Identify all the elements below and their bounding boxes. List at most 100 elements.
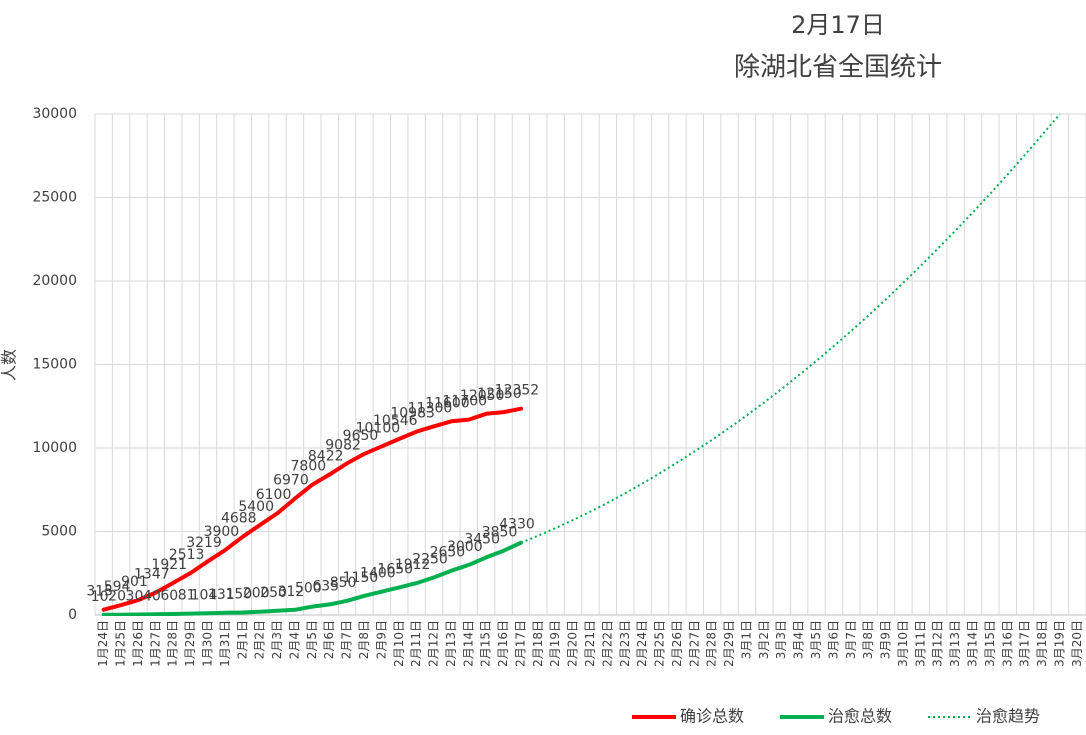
x-tick-label: 3月2日: [757, 620, 771, 659]
x-tick-label: 2月22日: [600, 620, 614, 667]
x-tick-label: 3月3日: [774, 620, 788, 659]
x-tick-label: 2月26日: [670, 620, 684, 667]
y-tick-label: 0: [68, 607, 77, 623]
x-tick-label: 1月27日: [148, 620, 162, 667]
data-label: 850: [330, 575, 357, 591]
data-label: 1912: [395, 557, 431, 573]
x-tick-label: 1月31日: [218, 620, 232, 667]
x-tick-label: 2月13日: [444, 620, 458, 667]
data-label: 1400: [360, 566, 396, 582]
data-label: 9082: [325, 437, 361, 453]
chart-subtitle: 除湖北省全国统计: [734, 53, 942, 83]
y-tick-label: 15000: [32, 357, 77, 373]
x-tick-label: 3月1日: [739, 620, 753, 659]
x-tick-label: 3月10日: [896, 620, 910, 667]
x-tick-label: 2月10日: [392, 620, 406, 667]
x-tick-label: 2月5日: [305, 620, 319, 659]
data-label: 594: [104, 579, 131, 595]
data-label: 11600: [425, 395, 470, 411]
x-tick-label: 1月25日: [114, 620, 128, 667]
data-label: 104: [191, 587, 218, 603]
y-tick-label: 20000: [32, 273, 77, 289]
data-label: 6970: [273, 473, 309, 489]
x-tick-label: 1月30日: [201, 620, 215, 667]
x-tick-label: 3月4日: [792, 620, 806, 659]
data-label: 11700: [443, 394, 488, 410]
data-label: 635: [312, 578, 339, 594]
data-label: 11300: [408, 400, 453, 416]
data-label: 3900: [204, 524, 240, 540]
x-tick-label: 3月15日: [983, 620, 997, 667]
x-tick-label: 2月23日: [618, 620, 632, 667]
data-label: 1921: [151, 557, 187, 573]
x-tick-label: 2月21日: [583, 620, 597, 667]
x-tick-label: 3月17日: [1018, 620, 1032, 667]
data-label: 10546: [373, 413, 418, 429]
x-tick-label: 2月18日: [531, 620, 545, 667]
x-tick-label: 2月15日: [479, 620, 493, 667]
x-tick-label: 2月19日: [548, 620, 562, 667]
x-tick-label: 3月5日: [809, 620, 823, 659]
legend-label: 治愈趋势: [976, 707, 1040, 726]
x-tick-label: 2月1日: [235, 620, 249, 659]
data-label: 3000: [447, 539, 483, 555]
chart-title: 2月17日: [791, 11, 885, 39]
data-label: 1150: [343, 570, 379, 586]
data-label: 315: [86, 584, 113, 600]
x-tick-label: 1月29日: [183, 620, 197, 667]
data-label: 131: [208, 587, 235, 603]
x-tick-label: 2月7日: [340, 620, 354, 659]
y-axis-label: 人数: [0, 349, 19, 381]
series-layer: [101, 113, 1061, 616]
x-tick-label: 2月27日: [687, 620, 701, 667]
x-tick-label: 2月4日: [287, 620, 301, 659]
y-tick-label: 30000: [32, 106, 77, 122]
data-label: 12150: [477, 386, 522, 402]
data-label: 200: [243, 586, 270, 602]
y-tick-label: 25000: [32, 190, 77, 206]
y-tick-label: 5000: [41, 524, 77, 540]
x-tick-label: 1月26日: [131, 620, 145, 667]
data-label: 5400: [238, 499, 274, 515]
x-tick-label: 2月9日: [374, 620, 388, 659]
x-tick-label: 2月6日: [322, 620, 336, 659]
x-tick-label: 3月20日: [1070, 620, 1084, 667]
data-label: 3219: [186, 535, 222, 551]
series-line: [101, 540, 523, 616]
data-label: 3450: [464, 531, 500, 547]
data-label: 2250: [412, 551, 448, 567]
x-tick-label: 3月16日: [1000, 620, 1014, 667]
legend-label: 治愈总数: [828, 707, 892, 726]
x-tick-label: 3月6日: [826, 620, 840, 659]
x-tick-label: 3月13日: [948, 620, 962, 667]
plot: 0 5000 10000 15000 20000 25000 30000 1月24日 1月25日…: [32, 106, 1086, 726]
data-label: 1650: [377, 561, 413, 577]
data-label: 250: [260, 585, 287, 601]
data-label: 12352: [495, 383, 540, 399]
x-tick-label: 2月8日: [357, 620, 371, 659]
data-label: 10983: [390, 406, 435, 422]
data-label: 7800: [291, 459, 327, 475]
x-tick-label: 1月28日: [166, 620, 180, 667]
data-label: 312: [278, 584, 305, 600]
data-label: 10: [91, 589, 109, 605]
x-tick-label: 3月8日: [861, 620, 875, 659]
data-label: 1347: [134, 567, 170, 583]
data-label: 6100: [256, 487, 292, 503]
x-tick-label: 3月7日: [844, 620, 858, 659]
data-label: 20: [108, 589, 126, 605]
legend-label: 确诊总数: [680, 707, 744, 726]
x-tick-label: 3月11日: [913, 620, 927, 667]
x-tick-label: 1月24日: [96, 620, 110, 667]
data-label: 4688: [221, 511, 257, 527]
data-label: 60: [160, 588, 178, 604]
x-tick-label: 2月20日: [566, 620, 580, 667]
data-label: 30: [126, 588, 144, 604]
x-tick-label: 2月14日: [461, 620, 475, 667]
data-label: 2650: [430, 545, 466, 561]
data-label: 150: [225, 586, 252, 602]
x-tick-label: 2月17日: [513, 620, 527, 667]
data-label: 8422: [308, 448, 344, 464]
data-label: 3850: [482, 525, 518, 541]
